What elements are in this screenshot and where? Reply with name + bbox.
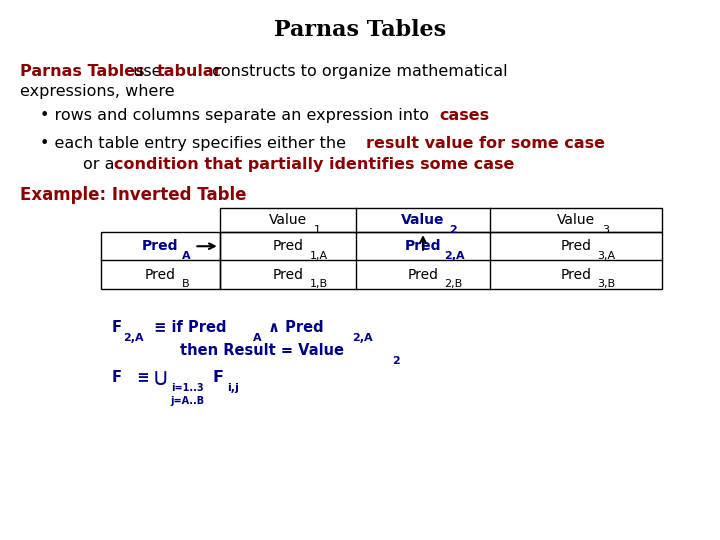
Text: • rows and columns separate an expression into: • rows and columns separate an expressio…	[40, 108, 433, 123]
Text: A: A	[181, 251, 190, 261]
Text: j=A..B: j=A..B	[171, 396, 204, 406]
Text: Pred: Pred	[145, 268, 176, 281]
Text: • each table entry specifies either the: • each table entry specifies either the	[40, 136, 351, 151]
Text: Value: Value	[269, 213, 307, 227]
Text: condition that partially identifies some case: condition that partially identifies some…	[114, 157, 514, 172]
Text: Parnas Tables: Parnas Tables	[20, 64, 145, 79]
Text: expressions, where: expressions, where	[20, 84, 175, 99]
Text: ≡ if Pred: ≡ if Pred	[149, 320, 227, 335]
Text: 3,A: 3,A	[598, 251, 616, 261]
Text: B: B	[181, 279, 189, 289]
Text: 1,B: 1,B	[310, 279, 328, 289]
Text: cases: cases	[439, 108, 490, 123]
Text: Pred: Pred	[272, 268, 304, 281]
Text: Pred: Pred	[405, 239, 441, 253]
Text: ≡ ⋃: ≡ ⋃	[127, 370, 168, 385]
Text: i=1..3: i=1..3	[171, 383, 203, 394]
Text: F: F	[112, 320, 122, 335]
Bar	[101, 232, 220, 289]
Text: 3: 3	[602, 225, 609, 235]
Text: F: F	[112, 370, 122, 385]
Text: 1: 1	[314, 225, 321, 235]
Text: Value: Value	[401, 213, 445, 227]
Text: Parnas Tables: Parnas Tables	[274, 19, 446, 41]
Text: F: F	[212, 370, 223, 385]
Text: 1,A: 1,A	[310, 251, 328, 261]
Text: use: use	[128, 64, 167, 79]
Text: 2: 2	[392, 356, 400, 367]
Text: Example: Inverted Table: Example: Inverted Table	[20, 186, 247, 204]
Text: Pred: Pred	[560, 239, 592, 253]
Text: 2,A: 2,A	[352, 333, 373, 343]
Bar	[220, 232, 662, 289]
Text: i,j: i,j	[227, 383, 238, 394]
Text: Value: Value	[557, 213, 595, 227]
Text: 2,A: 2,A	[444, 251, 465, 261]
Text: 2,A: 2,A	[123, 333, 144, 343]
Bar	[220, 208, 662, 232]
Text: 2,B: 2,B	[444, 279, 463, 289]
Text: constructs to organize mathematical: constructs to organize mathematical	[207, 64, 508, 79]
Text: A: A	[253, 333, 261, 343]
Text: Pred: Pred	[272, 239, 304, 253]
Text: result value for some case: result value for some case	[366, 136, 605, 151]
Text: 2: 2	[449, 225, 456, 235]
Text: then Result = Value: then Result = Value	[180, 343, 344, 358]
Text: Pred: Pred	[142, 239, 179, 253]
Text: ∧ Pred: ∧ Pred	[263, 320, 323, 335]
Text: Pred: Pred	[560, 268, 592, 281]
Text: 3,B: 3,B	[598, 279, 616, 289]
Text: tabular: tabular	[157, 64, 222, 79]
Text: Pred: Pred	[408, 268, 438, 281]
Text: or a: or a	[83, 157, 120, 172]
